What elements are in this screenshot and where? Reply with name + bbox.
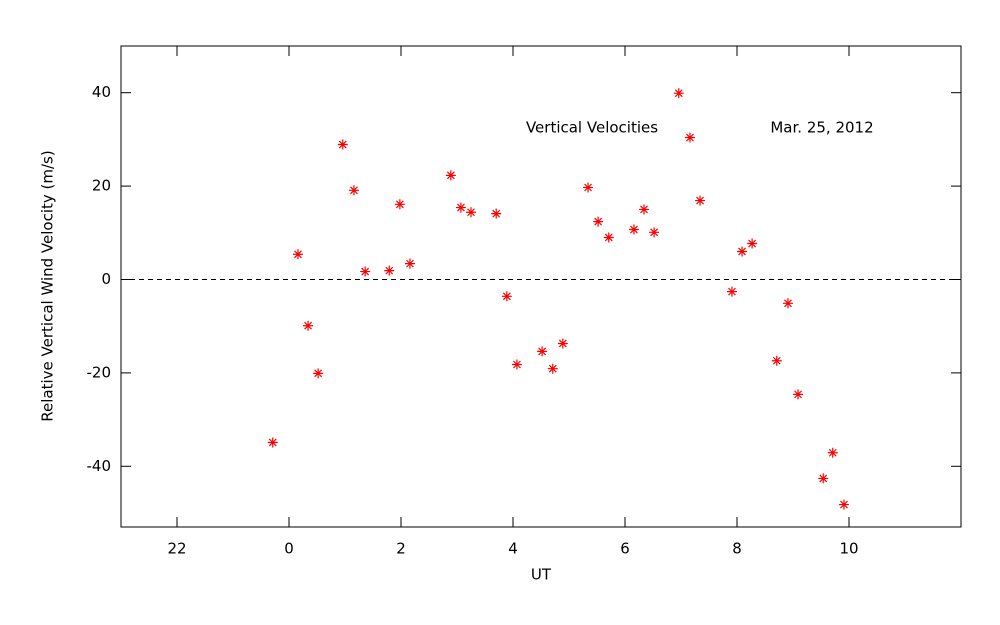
x-tick-label: 10	[839, 540, 858, 558]
point	[292, 249, 303, 260]
point	[726, 286, 737, 297]
point	[394, 199, 405, 210]
point	[557, 338, 568, 349]
y-tick-label: 20	[92, 177, 111, 195]
point	[466, 207, 476, 218]
point	[511, 359, 522, 370]
x-tick-label: 8	[732, 540, 742, 558]
point	[747, 238, 758, 249]
point	[771, 355, 782, 366]
point	[673, 88, 684, 99]
point	[337, 139, 348, 150]
point	[649, 227, 660, 238]
point	[639, 204, 650, 215]
y-axis-label: Relative Vertical Wind Velocity (m/s)	[39, 150, 57, 421]
point	[384, 265, 395, 276]
annotation: Vertical Velocities	[526, 119, 658, 137]
x-tick-label: 6	[620, 540, 630, 558]
point	[360, 266, 371, 277]
point	[782, 298, 793, 309]
point	[593, 216, 604, 227]
point	[838, 499, 849, 510]
point	[348, 185, 359, 196]
point	[313, 368, 324, 379]
x-tick-label: 4	[508, 540, 518, 558]
y-tick-label: 40	[92, 83, 111, 101]
point	[537, 346, 548, 357]
point	[818, 473, 829, 484]
point	[547, 363, 558, 374]
x-tick-label: 2	[396, 540, 406, 558]
point	[684, 132, 695, 143]
point	[445, 170, 456, 181]
x-axis-label: UT	[531, 566, 552, 584]
x-tick-label: 22	[167, 540, 186, 558]
point	[628, 224, 639, 235]
point	[303, 320, 314, 331]
point	[583, 182, 594, 193]
point	[455, 202, 466, 213]
point	[501, 291, 512, 302]
point	[404, 258, 415, 269]
point	[737, 246, 748, 257]
annotation: Mar. 25, 2012	[770, 119, 873, 137]
y-tick-label: -40	[87, 457, 112, 475]
y-tick-label: 0	[101, 270, 111, 288]
point	[827, 447, 838, 458]
point	[695, 195, 706, 206]
point	[267, 437, 278, 448]
plot-frame	[120, 45, 962, 528]
y-tick-label: -20	[87, 363, 112, 381]
point	[793, 389, 804, 400]
point	[603, 232, 614, 243]
x-tick-label: 0	[284, 540, 294, 558]
point	[491, 208, 502, 219]
